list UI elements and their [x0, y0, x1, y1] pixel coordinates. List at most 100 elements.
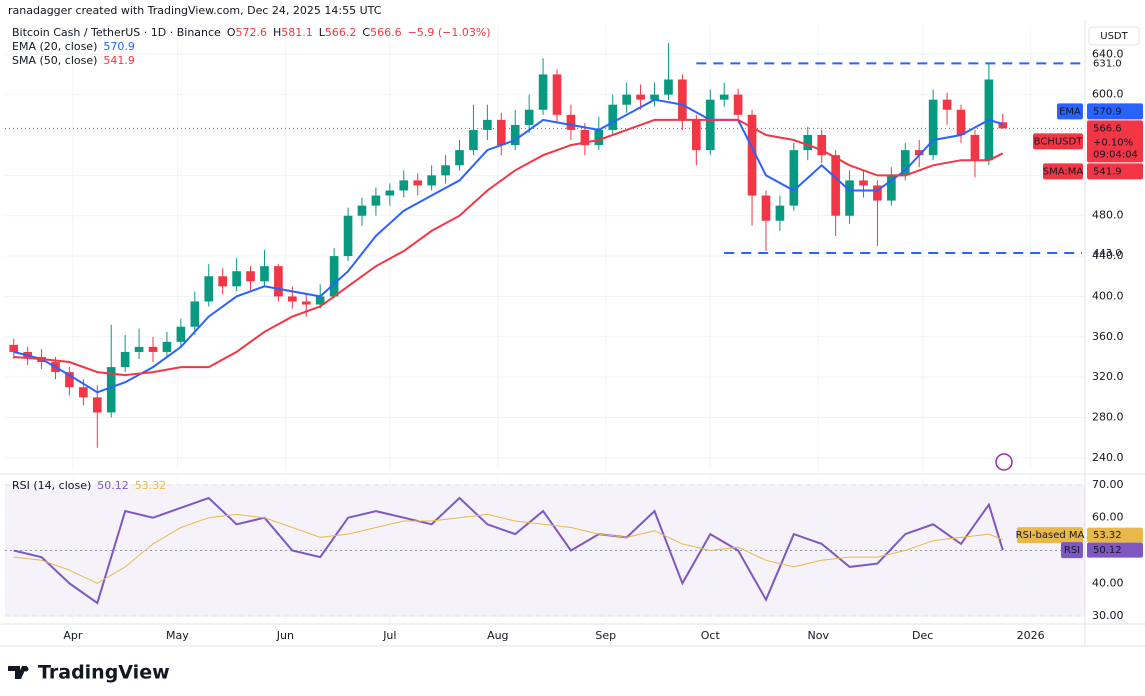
axis-tag — [1087, 103, 1143, 120]
candle-body — [636, 94, 645, 100]
legend-item: 566.2 — [325, 26, 357, 39]
candle-body — [733, 94, 743, 115]
candle-body — [775, 205, 785, 221]
legend-item: Bitcoin Cash / TetherUS · 1D · Binance — [12, 26, 221, 39]
legend-item: 541.9 — [103, 54, 135, 67]
candle-body — [274, 266, 283, 297]
candle-body — [831, 155, 840, 216]
moving-average-line — [13, 98, 1004, 394]
rsi-line — [13, 496, 1004, 605]
legend-item: 572.6 — [236, 26, 268, 39]
candle-body — [594, 129, 604, 146]
candle-body — [399, 180, 409, 191]
y-tick-label: 40.00 — [1092, 576, 1124, 589]
axis-tag — [1087, 542, 1143, 558]
candle-body — [928, 99, 938, 156]
candle-body — [887, 175, 896, 201]
candle-body — [538, 74, 548, 110]
alert-icon — [995, 453, 1013, 471]
unit-box — [1088, 26, 1140, 46]
candle-body — [120, 351, 130, 368]
candle-body — [246, 271, 255, 282]
candle-body — [204, 276, 214, 302]
axis-tag-name: SMA:MA — [1043, 166, 1084, 177]
y-tick-label: 360.0 — [1092, 330, 1124, 343]
logo-mark — [8, 666, 27, 679]
candle-body — [483, 119, 492, 130]
price-tag-change: +0.10% — [1093, 137, 1133, 148]
y-tick-label: 280.0 — [1092, 411, 1124, 424]
legend-item: RSI (14, close) — [12, 479, 91, 492]
candle-body — [859, 180, 868, 186]
candle-body — [664, 79, 673, 95]
legend: SMA (50, close) 541.9 — [12, 54, 135, 67]
axis-tag-value: 541.9 — [1093, 166, 1122, 177]
candle-body — [873, 185, 882, 201]
candle-body — [970, 134, 980, 161]
candle-body — [580, 129, 590, 146]
legend-item: SMA (50, close) — [12, 54, 97, 67]
candle-body — [566, 114, 576, 130]
legend: Bitcoin Cash / TetherUS · 1D · Binance O5… — [12, 26, 491, 39]
candle-body — [524, 109, 534, 125]
legend-item: C — [362, 26, 370, 39]
x-tick-label: 2026 — [1017, 629, 1045, 642]
legend-item: −5.9 (−1.03%) — [408, 26, 491, 39]
candle-body — [469, 129, 478, 151]
legend-item: 570.9 — [103, 40, 135, 53]
x-tick-label: Nov — [807, 629, 829, 642]
candle-body — [176, 326, 186, 342]
candle-body — [678, 79, 687, 120]
candle-body — [789, 150, 799, 206]
candle-body — [148, 346, 158, 352]
candle-body — [496, 119, 506, 146]
legend-item: L — [319, 26, 326, 39]
candle-body — [914, 150, 924, 156]
candle-body — [455, 150, 464, 166]
candle-body — [413, 180, 423, 186]
moving-average-line — [13, 118, 1004, 377]
axis-tag-name: RSI — [1064, 545, 1080, 556]
axis-tag-value: 566.6 — [1093, 123, 1122, 134]
axis-tag-value: 50.12 — [1093, 545, 1122, 556]
candle-body — [301, 301, 311, 305]
axis-tag-name-box — [1057, 103, 1083, 120]
candle-body — [65, 372, 74, 388]
candle-body — [747, 114, 757, 196]
legend-item: H — [273, 26, 281, 39]
axis-tag-value: 443.0 — [1093, 248, 1122, 259]
candle-body — [650, 94, 659, 100]
candle-body — [705, 99, 715, 151]
candle-body — [9, 344, 19, 352]
rsi-line — [13, 513, 1003, 584]
price-tag-countdown: 09:04:04 — [1093, 149, 1138, 160]
candle-body — [190, 301, 200, 327]
x-tick-label: Jul — [382, 629, 396, 642]
axis-tag-name-box — [1061, 542, 1083, 559]
axis-tag — [1087, 163, 1143, 180]
brand-logo: TradingView — [8, 662, 170, 684]
candle-body — [288, 296, 297, 302]
legend-item: 581.1 — [281, 26, 313, 39]
y-tick-label: 240.0 — [1092, 451, 1124, 464]
candle-body — [510, 124, 520, 146]
axis-tag-name-box — [1033, 133, 1083, 150]
legend-item: EMA (20, close) — [12, 40, 97, 53]
axis-tag-name: RSI-based MA — [1016, 530, 1085, 541]
y-tick-label: 480.0 — [1092, 209, 1124, 222]
candle-body — [329, 256, 339, 297]
candle-body — [106, 367, 116, 413]
candle-body — [343, 215, 353, 257]
candle-body — [92, 397, 102, 413]
candle-body — [427, 175, 436, 186]
unit-label: USDT — [1100, 31, 1128, 42]
y-tick-label: 30.00 — [1092, 609, 1124, 622]
axis-tag-name-box — [1017, 527, 1083, 544]
candle-body — [719, 94, 729, 100]
x-tick-label: Sep — [595, 629, 616, 642]
candle-body — [761, 195, 771, 221]
candle-body — [956, 109, 966, 135]
x-tick-label: May — [166, 629, 189, 642]
axis-tag-value: 631.0 — [1093, 58, 1122, 69]
